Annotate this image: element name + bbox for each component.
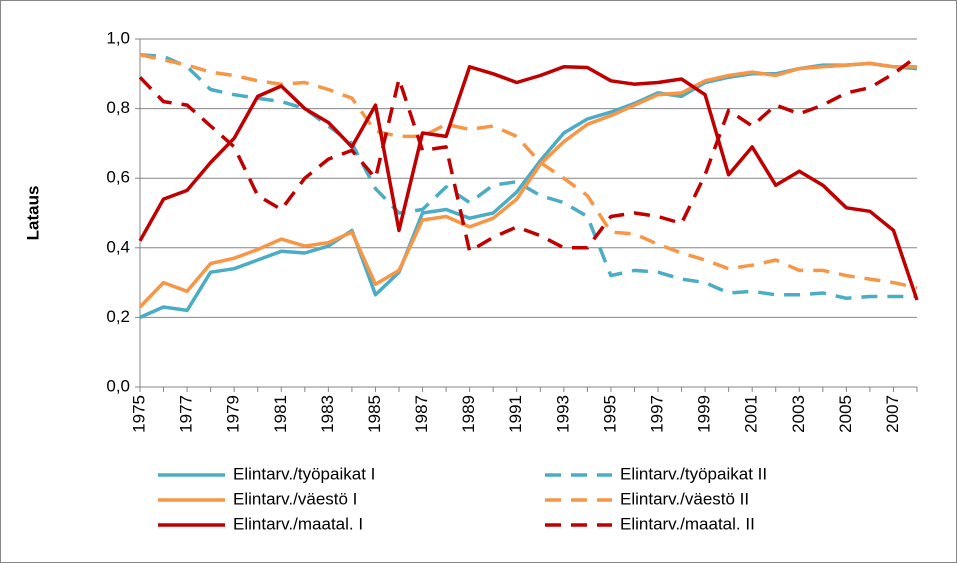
series-line bbox=[139, 52, 918, 290]
x-tick-label: 1989 bbox=[459, 395, 478, 433]
series-line bbox=[138, 61, 917, 309]
y-tick-label: 0,4 bbox=[106, 237, 130, 256]
legend-label: Elintarv./työpaikat II bbox=[620, 464, 767, 483]
y-tick-label: 0,0 bbox=[106, 376, 130, 395]
x-tick-label: 2003 bbox=[789, 395, 808, 433]
x-tick-label: 1999 bbox=[695, 395, 714, 433]
legend-label: Elintarv./työpaikat I bbox=[233, 464, 375, 483]
x-tick-label: 1997 bbox=[647, 395, 666, 433]
x-tick-label: 2005 bbox=[836, 395, 855, 433]
x-tick-label: 1993 bbox=[553, 395, 572, 433]
y-axis-label: Lataus bbox=[23, 186, 42, 241]
x-tick-label: 1981 bbox=[271, 395, 290, 433]
series-line bbox=[138, 54, 919, 254]
x-tick-label: 1979 bbox=[224, 395, 243, 433]
x-tick-label: 1991 bbox=[506, 395, 525, 433]
x-tick-label: 2007 bbox=[883, 395, 902, 433]
x-tick-label: 1977 bbox=[177, 395, 196, 433]
legend-label: Elintarv./maatal. II bbox=[620, 514, 755, 533]
x-tick-label: 1983 bbox=[318, 395, 337, 433]
x-tick-label: 2001 bbox=[742, 395, 761, 433]
x-tick-label: 1975 bbox=[129, 395, 148, 433]
x-tick-label: 1995 bbox=[600, 395, 619, 433]
x-tick-label: 1987 bbox=[412, 395, 431, 433]
series-line bbox=[138, 65, 919, 301]
y-tick-label: 0,8 bbox=[106, 98, 130, 117]
legend-label: Elintarv./väestö II bbox=[620, 489, 749, 508]
y-tick-label: 0,6 bbox=[106, 168, 130, 187]
x-tick-label: 1985 bbox=[365, 395, 384, 433]
legend-label: Elintarv./väestö I bbox=[233, 489, 357, 508]
y-tick-label: 1,0 bbox=[106, 28, 130, 47]
legend-label: Elintarv./maatal. I bbox=[233, 514, 363, 533]
y-tick-label: 0,2 bbox=[106, 307, 130, 326]
series-line bbox=[139, 52, 917, 301]
